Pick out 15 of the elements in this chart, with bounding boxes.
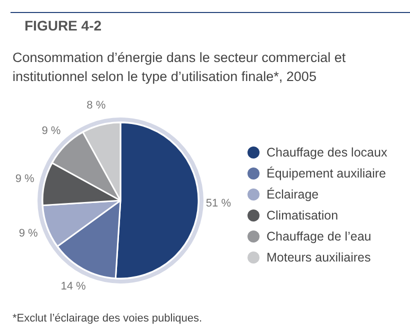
data-label: 9 %: [15, 173, 35, 186]
data-label: 14 %: [60, 280, 86, 292]
text: *Exclut l’éclairage des voies publiques.: [12, 312, 202, 324]
data-label: 8 %: [86, 100, 106, 112]
legend-label: Équipement auxiliaire: [266, 166, 386, 180]
legend-label: Éclairage: [266, 188, 319, 202]
legend-label: Chauffage de l’eau: [266, 230, 372, 244]
legend-label: Chauffage des locaux: [266, 146, 388, 160]
data-label: 51 %: [206, 198, 232, 210]
chart-title: FIGURE 4-2: [24, 18, 102, 34]
legend-label: Moteurs auxiliaires: [266, 250, 371, 264]
data-label: 9 %: [42, 125, 61, 138]
data-label: 9 %: [18, 228, 38, 240]
legend-label: Climatisation: [266, 208, 338, 222]
chart-subtitle: Consommation d’énergie dans le secteur commercial et institutionnel selon le type d’utilisation finale*, 2005: [12, 50, 346, 84]
